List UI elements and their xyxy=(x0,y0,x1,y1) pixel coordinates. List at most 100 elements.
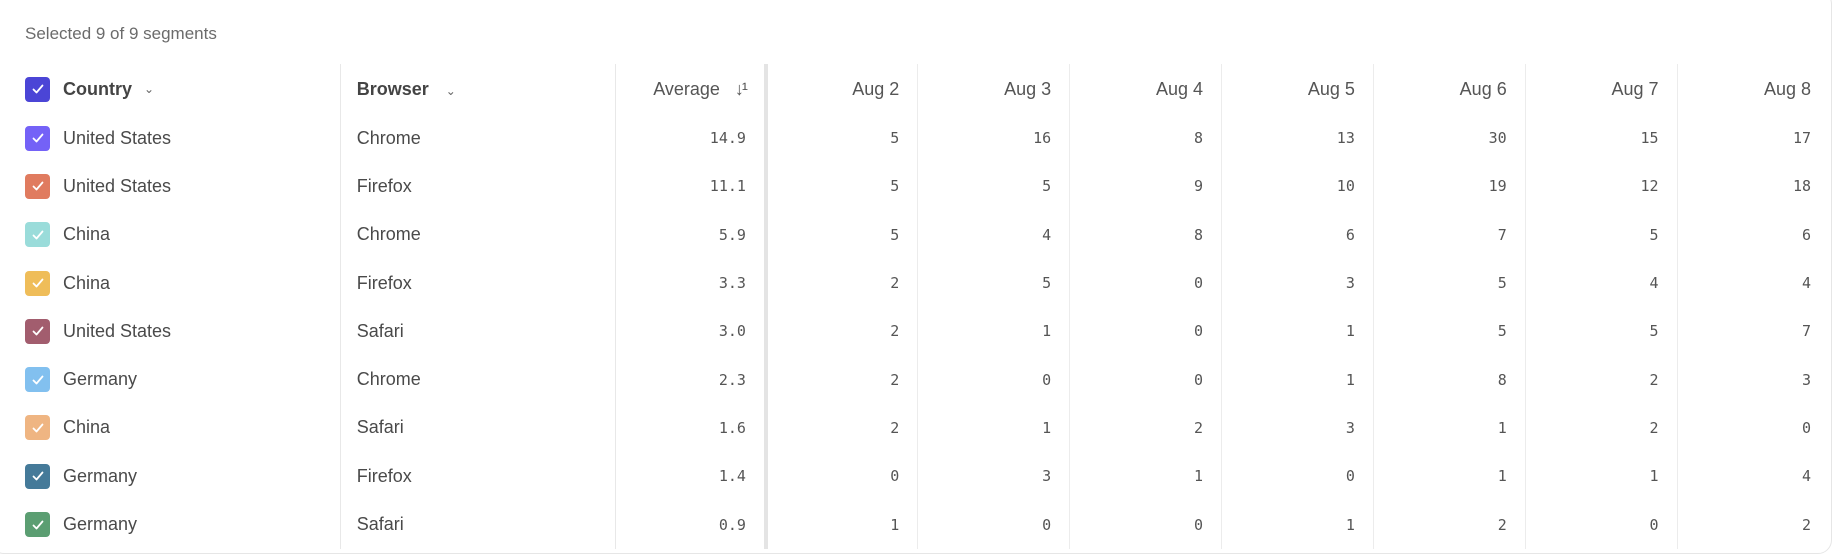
browser-cell: Firefox xyxy=(340,258,617,308)
segment-checkbox[interactable] xyxy=(25,125,50,151)
select-all-checkbox[interactable] xyxy=(25,76,50,102)
date-value-cell: 1 xyxy=(1221,355,1374,404)
date-value-cell: 17 xyxy=(1792,129,1811,148)
segment-row[interactable]: Germany Chrome 2.3 2 0 0 1 8 2 3 xyxy=(0,355,1837,404)
date-column-header[interactable]: Aug 8 xyxy=(1763,78,1811,99)
segment-row[interactable]: United States Firefox 11.1 5 5 9 10 19 12 18 xyxy=(0,162,1837,211)
browser-cell: Firefox xyxy=(340,162,617,211)
date-value-cell: 5 xyxy=(765,210,919,259)
date-value-cell: 8 xyxy=(1069,210,1222,259)
segment-checkbox[interactable] xyxy=(25,463,50,489)
date-column-header[interactable]: Aug 7 xyxy=(1525,64,1678,114)
date-value-cell: 30 xyxy=(1373,114,1526,163)
date-value-cell: 12 xyxy=(1525,162,1678,211)
date-value-cell: 0 xyxy=(917,500,1071,549)
checkmark-icon xyxy=(32,520,43,529)
country-cell: China xyxy=(0,258,341,308)
date-column-header[interactable]: Aug 2 xyxy=(765,64,919,114)
date-value-cell: 0 xyxy=(1525,500,1678,549)
date-value-cell: 9 xyxy=(1069,162,1222,211)
date-value-cell: 4 xyxy=(1801,274,1811,293)
browser-cell: Chrome xyxy=(340,355,617,404)
date-value-cell: 6 xyxy=(1221,210,1374,259)
checkmark-icon xyxy=(32,182,43,191)
date-value-cell: 0 xyxy=(765,452,919,501)
date-value-cell: 1 xyxy=(1373,452,1526,501)
segment-row[interactable]: China Firefox 3.3 2 5 0 3 5 4 4 xyxy=(0,258,1837,308)
country-cell: China xyxy=(0,210,341,259)
country-name: United States xyxy=(63,320,172,341)
selection-caption: Selected 9 of 9 segments xyxy=(25,24,217,43)
checkmark-icon xyxy=(32,133,43,143)
country-column-header[interactable]: Country ⌄ xyxy=(0,64,341,114)
date-value-cell: 5 xyxy=(1373,307,1526,356)
country-cell: Germany xyxy=(0,500,341,549)
date-value-cell: 1 xyxy=(1525,452,1678,501)
country-name: China xyxy=(63,272,111,293)
average-cell: 3.0 xyxy=(615,307,768,356)
browser-column-header[interactable]: Browser ⌄ xyxy=(340,64,617,114)
date-value-cell: 1 xyxy=(1221,307,1374,356)
date-value-cell: 2 xyxy=(765,258,919,308)
date-column-header[interactable]: Aug 4 xyxy=(1069,64,1222,114)
chevron-down-icon[interactable]: ⌄ xyxy=(144,82,155,96)
country-cell: United States xyxy=(0,162,341,211)
date-value-cell: 0 xyxy=(1069,355,1222,404)
date-value-cell: 2 xyxy=(765,403,919,453)
checkmark-icon xyxy=(32,471,43,481)
date-value-cell: 13 xyxy=(1221,114,1374,163)
country-cell: United States xyxy=(0,307,341,356)
date-value-cell: 16 xyxy=(917,114,1071,163)
date-value-cell: 15 xyxy=(1525,114,1678,163)
segment-row[interactable]: United States Safari 3.0 2 1 0 1 5 5 7 xyxy=(0,307,1837,356)
segment-row[interactable]: China Safari 1.6 2 1 2 3 1 2 0 xyxy=(0,403,1837,453)
date-value-cell: 1 xyxy=(1069,452,1222,501)
date-value-cell: 18 xyxy=(1792,177,1811,196)
date-value-cell: 5 xyxy=(917,162,1071,211)
segment-checkbox[interactable] xyxy=(25,512,50,538)
segment-checkbox[interactable] xyxy=(25,222,50,248)
country-cell: United States xyxy=(0,114,341,163)
segment-row[interactable]: Germany Safari 0.9 1 0 0 1 2 0 2 xyxy=(0,500,1837,549)
date-column-header[interactable]: Aug 3 xyxy=(917,64,1071,114)
date-value-cell: 4 xyxy=(1801,467,1811,486)
date-column-header[interactable]: Aug 5 xyxy=(1221,64,1374,114)
country-header-label: Country xyxy=(63,78,132,99)
segment-row[interactable]: United States Chrome 14.9 5 16 8 13 30 15 17 xyxy=(0,114,1837,163)
segment-row[interactable]: China Chrome 5.9 5 4 8 6 7 5 6 xyxy=(0,210,1837,259)
date-value-cell: 7 xyxy=(1373,210,1526,259)
date-value-cell: 8 xyxy=(1069,114,1222,163)
segment-checkbox[interactable] xyxy=(25,415,50,441)
date-value-cell: 1 xyxy=(765,500,919,549)
date-value-cell: 10 xyxy=(1221,162,1374,211)
average-cell: 0.9 xyxy=(615,500,768,549)
date-value-cell: 5 xyxy=(1373,258,1526,308)
browser-header-label: Browser xyxy=(356,78,429,99)
date-value-cell: 1 xyxy=(1221,500,1374,549)
segment-checkbox[interactable] xyxy=(25,367,50,393)
segment-checkbox[interactable] xyxy=(25,270,50,296)
checkmark-icon xyxy=(32,278,43,288)
date-value-cell: 2 xyxy=(1069,403,1222,453)
date-value-cell: 0 xyxy=(1801,418,1811,437)
browser-cell: Chrome xyxy=(340,210,617,259)
chevron-down-icon[interactable]: ⌄ xyxy=(445,83,456,98)
sort-descending-icon[interactable]: ↓¹ xyxy=(734,78,748,99)
average-column-header[interactable]: Average ↓¹ xyxy=(615,64,768,114)
segment-row[interactable]: Germany Firefox 1.4 0 3 1 0 1 1 4 xyxy=(0,452,1837,501)
average-cell: 5.9 xyxy=(615,210,768,259)
average-cell: 2.3 xyxy=(615,355,768,404)
checkmark-icon xyxy=(32,423,43,433)
date-value-cell: 3 xyxy=(1221,403,1374,453)
date-value-cell: 1 xyxy=(917,307,1071,356)
country-name: United States xyxy=(63,127,172,148)
segment-checkbox[interactable] xyxy=(25,173,50,199)
date-value-cell: 0 xyxy=(1221,452,1374,501)
date-value-cell: 3 xyxy=(1221,258,1374,308)
average-header-label: Average xyxy=(653,78,720,99)
country-cell: Germany xyxy=(0,452,341,501)
date-column-header[interactable]: Aug 6 xyxy=(1373,64,1526,114)
country-name: China xyxy=(63,224,111,245)
checkmark-icon xyxy=(32,84,43,94)
segment-checkbox[interactable] xyxy=(25,318,50,344)
